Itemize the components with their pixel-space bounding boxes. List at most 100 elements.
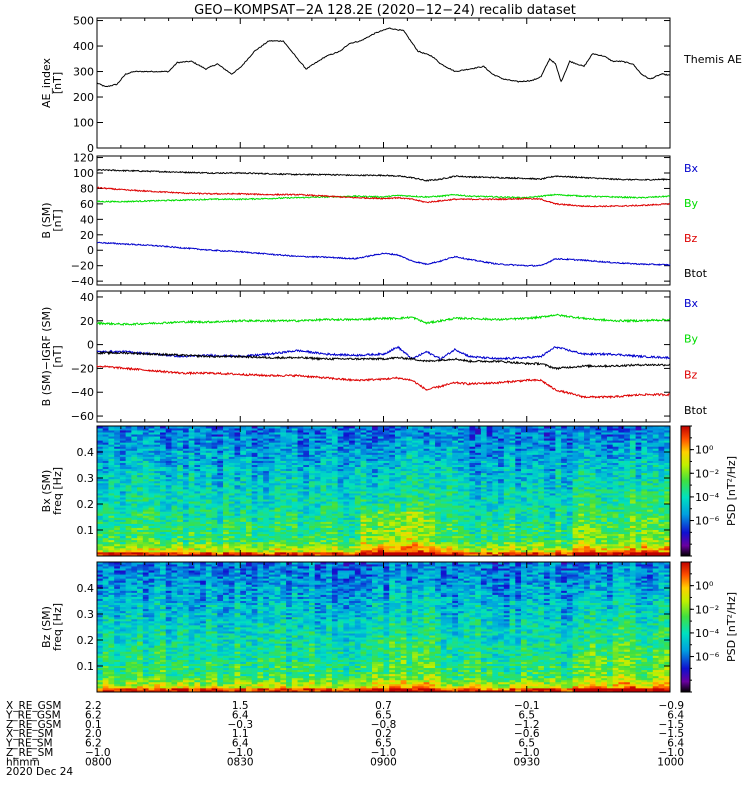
spectrogram-cell — [154, 456, 161, 459]
spectrogram-cell — [343, 531, 350, 535]
b-sm-side-label: Bx — [684, 162, 699, 175]
spectrogram-cell — [177, 428, 184, 431]
spectrogram-cell — [223, 543, 230, 547]
spectrogram-cell — [245, 464, 253, 468]
spectrogram-cell — [389, 462, 396, 465]
spectrogram-cell — [177, 553, 184, 557]
spectrogram-cell — [291, 537, 298, 541]
spectrogram-cell — [406, 444, 413, 447]
spectrogram-cell — [114, 501, 121, 504]
spectrogram-cell — [97, 553, 104, 557]
spectrogram-cell — [337, 507, 344, 510]
spectrogram-cell — [286, 537, 293, 541]
spectrogram-cell — [331, 488, 339, 492]
spectrogram-cell — [480, 456, 488, 459]
spectrogram-cell — [343, 519, 350, 522]
spectrogram-cell — [148, 549, 155, 553]
spectrogram-cell — [503, 549, 510, 553]
spectrogram-cell — [268, 476, 276, 480]
spectrogram-cell — [320, 470, 327, 474]
spectrogram-cell — [492, 478, 499, 482]
spectrogram-cell — [331, 436, 339, 439]
spectrogram-cell — [297, 499, 304, 502]
spectrogram-cell — [303, 432, 310, 435]
spectrogram-cell — [297, 434, 304, 437]
spectrogram-cell — [188, 438, 195, 441]
spectrogram-cell — [257, 513, 264, 516]
spectrogram-cell — [343, 491, 350, 494]
spectrogram-cell — [331, 525, 339, 528]
spectrogram-cell — [446, 456, 453, 459]
spectrogram-cell — [509, 539, 516, 543]
spectrogram-cell — [131, 446, 138, 449]
spectrogram-cell — [102, 472, 109, 476]
spectrogram-cell — [205, 507, 212, 510]
spectrogram-cell — [400, 527, 407, 530]
spectrogram-cell — [360, 499, 367, 502]
spectrogram-cell — [394, 442, 402, 445]
spectrogram-cell — [303, 545, 310, 549]
spectrogram-cell — [394, 491, 402, 494]
spectrogram-cell — [498, 511, 505, 514]
spectrogram-cell — [119, 533, 127, 537]
spectrogram-cell — [297, 525, 304, 528]
spectrogram-cell — [475, 486, 482, 490]
spectrogram-cell — [326, 545, 333, 549]
spectrogram-cell — [228, 444, 235, 447]
spectrogram-cell — [263, 533, 270, 537]
spectrogram-cell — [268, 438, 276, 441]
spectrogram-cell — [280, 541, 287, 545]
spectrogram-cell — [131, 539, 138, 543]
spectrogram-cell — [406, 436, 413, 439]
spectrogram-cell — [303, 436, 310, 439]
spectrogram-cell — [182, 466, 190, 470]
spectrogram-cell — [142, 476, 149, 480]
spectrogram-cell — [131, 464, 138, 468]
spectrogram-cell — [486, 428, 493, 431]
spectrogram-cell — [503, 456, 510, 459]
spectrogram-cell — [394, 507, 402, 510]
spectrogram-cell — [452, 460, 459, 463]
spectrogram-cell — [463, 446, 470, 449]
spectrogram-cell — [492, 513, 499, 516]
spectrogram-cell — [440, 551, 447, 555]
spectrogram-cell — [509, 432, 516, 435]
spectrogram-cell — [194, 442, 201, 445]
spectrogram-cell — [280, 486, 287, 490]
spectrogram-cell — [320, 543, 327, 547]
spectrogram-cell — [205, 454, 212, 457]
spectrogram-cell — [137, 503, 144, 506]
spectrogram-cell — [469, 499, 476, 502]
spectrogram-cell — [412, 535, 419, 539]
spectrogram-cell — [343, 527, 350, 530]
spectrogram-cell — [463, 430, 470, 433]
spectrogram-cell — [160, 454, 167, 457]
spectrogram-cell — [389, 503, 396, 506]
spectrogram-cell — [251, 497, 258, 500]
spectrogram-cell — [509, 553, 516, 557]
spectrogram-cell — [286, 493, 293, 496]
spectrogram-cell — [228, 533, 235, 537]
spectrogram-cell — [194, 428, 201, 431]
spectrogram-cell — [457, 482, 465, 486]
spectrogram-cell — [486, 497, 493, 500]
spectrogram-cell — [205, 434, 212, 437]
spectrogram-cell — [280, 470, 287, 474]
spectrogram-cell — [234, 440, 241, 443]
bx-spectrogram-panel: 0.10.20.30.4Bx (SM)freq [Hz]10⁰10⁻²10⁻⁴1… — [40, 425, 738, 557]
spectrogram-cell — [435, 513, 442, 516]
spectrogram-cell — [194, 450, 201, 453]
spectrogram-cell — [383, 519, 390, 522]
spectrogram-cell — [515, 519, 522, 522]
spectrogram-cell — [182, 543, 190, 547]
spectrogram-cell — [331, 519, 339, 522]
spectrogram-cell — [492, 464, 499, 468]
spectrogram-cell — [297, 444, 304, 447]
spectrogram-cell — [360, 497, 367, 500]
spectrogram-cell — [297, 468, 304, 472]
spectrogram-cell — [314, 511, 321, 514]
spectrogram-cell — [326, 541, 333, 545]
spectrogram-cell — [286, 466, 293, 470]
spectrogram-cell — [492, 468, 499, 472]
